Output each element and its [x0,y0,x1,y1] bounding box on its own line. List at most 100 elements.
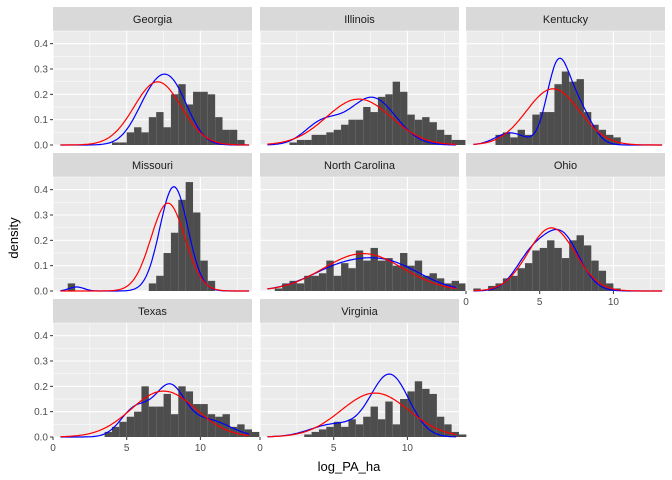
normal-fit-curve [267,392,457,438]
histogram-bar [207,94,216,145]
panel-georgia: Georgia 0.0 0.1 0.2 0.3 0.4 [34,7,252,152]
histogram-bar [156,275,164,291]
kernel-density-curve [267,373,457,438]
x-tick-label: 0 [257,443,263,454]
histogram-bar [178,84,186,145]
facet-strip [53,153,252,177]
facet-label: Ohio [554,160,577,172]
y-tick-label: 0.0 [34,141,48,152]
histogram-bar [517,268,525,291]
normal-fit-curve [60,81,250,146]
histogram-bar [304,275,312,291]
y-tick-label: 0.3 [34,65,48,76]
histogram-bar [517,129,525,145]
histogram-bar [126,132,135,145]
histogram-bar [444,424,452,437]
facet-strip [53,7,252,31]
x-tick-label: 5 [331,443,337,454]
facet-strip [260,7,459,31]
histogram-bar [333,421,342,437]
y-tick-label: 0.1 [34,115,48,126]
histogram-bar [104,431,112,437]
facet-strip [466,153,665,177]
histogram-bar [524,134,533,145]
facet-strip [466,7,665,31]
histogram-bar [363,260,371,291]
histogram-bar [598,270,607,291]
normal-fit-curve [60,390,250,438]
x-tick-label: 5 [537,297,543,308]
histogram-bar [591,260,599,291]
histogram-bar [392,424,401,437]
histogram-bar [429,122,437,145]
histogram-bar [156,112,164,145]
x-axis-title: log_PA_ha [318,459,381,474]
facet-label: Illinois [344,14,375,26]
histogram-bar [400,253,408,291]
panel-virginia: Virginia 0 5 10 [257,299,467,454]
y-tick-label: 0.1 [34,261,48,272]
y-tick-label: 0.4 [34,185,48,196]
histogram-bar [311,431,319,437]
histogram-bar [569,240,577,291]
histogram-bar [163,127,171,145]
histogram-bar [348,119,356,145]
histogram-bar [318,273,327,291]
histogram-bar [237,139,245,145]
histogram-bar [296,139,305,145]
histogram-bar [524,263,533,291]
kernel-density-curve [267,96,457,146]
histogram-bar [561,258,570,291]
y-axis-title: density [6,217,21,259]
histogram-bar [451,139,459,145]
histogram-bar [554,247,562,291]
facet-label: Kentucky [543,14,589,26]
histogram-bar [282,283,290,291]
histogram-bar [126,416,135,437]
facet-strip [53,299,252,323]
histogram-bar [355,250,364,291]
panel-kentucky: Kentucky [465,7,665,146]
histogram-bar [606,283,614,291]
kernel-density-curve [60,383,250,438]
histogram-bar [510,275,518,291]
histogram-bar [244,429,252,437]
histogram-bar [561,71,570,145]
histogram-bar [569,81,577,145]
histogram-bar [510,137,518,145]
normal-fit-curve [473,88,663,146]
histogram-bar [311,275,319,291]
kernel-density-curve [60,73,250,146]
histogram-bar [296,283,305,291]
histogram-bar [348,268,356,291]
histogram-bar [495,283,503,291]
histogram-bar [370,406,378,437]
histogram-bar [200,260,208,291]
histogram-bar [318,134,327,145]
facet-label: Missouri [132,160,173,172]
histogram-bar [539,112,548,145]
histogram-bar [377,96,386,145]
histogram-bar [333,129,342,145]
histogram-bar [385,258,393,291]
histogram-bar [407,391,415,437]
histogram-bar [547,112,555,145]
histogram-bar [318,429,327,437]
histogram-bar [363,416,371,437]
histogram-bar [377,260,386,291]
histogram-bar [377,419,386,437]
facet-label: Virginia [341,306,378,318]
histogram-bar [502,278,511,291]
histogram-bar [422,275,430,291]
histogram-bar [576,235,584,291]
histogram-bar [444,134,452,145]
histogram-bar [459,434,467,437]
facet-label: Texas [138,306,167,318]
histogram-bar [414,381,423,437]
facet-strip [260,153,459,177]
histogram-bar [200,91,208,145]
histogram-bar [134,411,142,437]
histogram-bar [414,119,423,145]
normal-fit-curve [60,202,250,292]
